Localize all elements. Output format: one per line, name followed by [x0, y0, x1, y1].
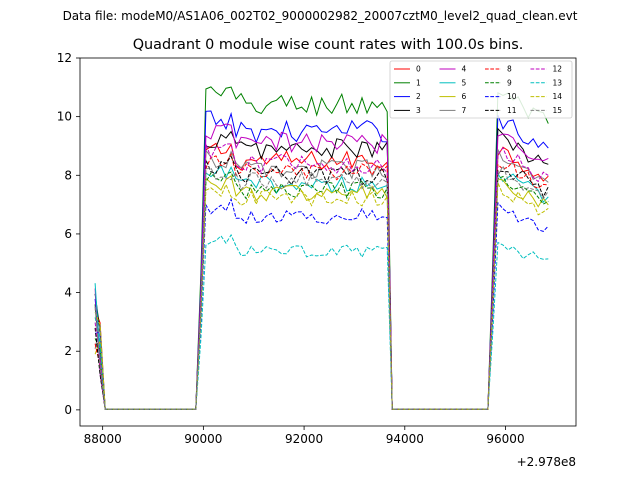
x-tick-label: 94000	[386, 432, 424, 446]
legend-label-11: 11	[507, 106, 517, 115]
legend-label-10: 10	[507, 92, 517, 101]
plot-border	[79, 57, 577, 427]
legend-box	[389, 60, 573, 119]
legend-label-0: 0	[416, 65, 421, 74]
x-offset-label: +2.978e8	[517, 455, 576, 469]
legend-label-6: 6	[462, 92, 467, 101]
suptitle: Data file: modeM0/AS1A06_002T02_90000029…	[63, 9, 578, 23]
legend-label-2: 2	[416, 92, 421, 101]
y-tick-label: 4	[64, 286, 72, 300]
legend-label-14: 14	[553, 92, 563, 101]
legend-label-12: 12	[553, 65, 563, 74]
legend-label-3: 3	[416, 106, 421, 115]
y-tick-label: 6	[64, 227, 72, 241]
chart-title: Quadrant 0 module wise count rates with …	[133, 37, 524, 53]
x-axis: 88000 90000 92000 94000 96000	[84, 426, 525, 446]
y-tick-label: 12	[57, 51, 72, 65]
y-tick-label: 0	[64, 403, 72, 417]
series-line-15	[94, 164, 549, 410]
legend-label-1: 1	[416, 78, 421, 87]
legend-label-8: 8	[507, 65, 512, 74]
legend-label-15: 15	[553, 106, 563, 115]
legend-label-7: 7	[462, 106, 467, 115]
x-tick-label: 90000	[184, 432, 222, 446]
x-tick-label: 88000	[84, 432, 122, 446]
y-tick-label: 10	[57, 110, 72, 124]
legend-label-13: 13	[553, 78, 563, 87]
series-layer	[94, 86, 549, 410]
y-tick-label: 8	[64, 168, 72, 182]
x-tick-label: 92000	[285, 432, 323, 446]
legend-label-4: 4	[462, 65, 467, 74]
legend-label-9: 9	[507, 78, 512, 87]
x-tick-label: 96000	[486, 432, 524, 446]
y-axis: 0 2 4 6 8 10 12	[57, 51, 80, 417]
y-tick-label: 2	[64, 344, 72, 358]
legend-label-5: 5	[462, 78, 467, 87]
